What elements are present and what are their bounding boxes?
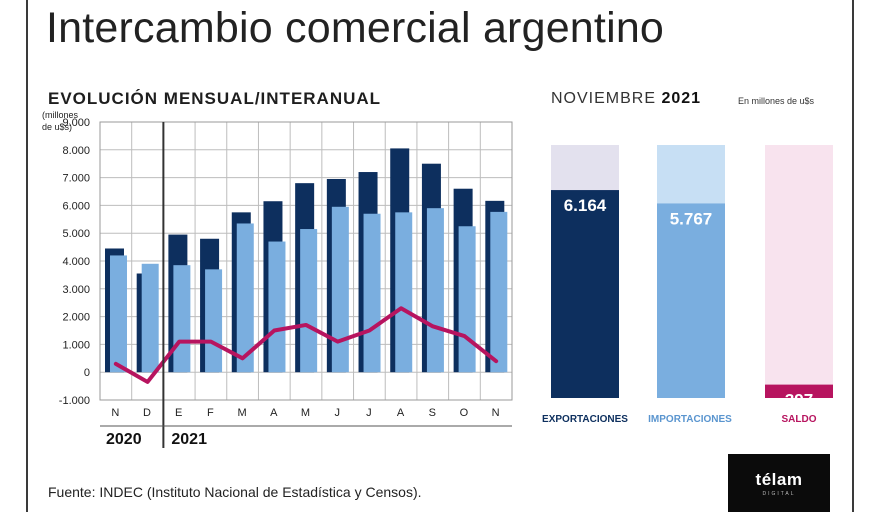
month-label: M (238, 407, 248, 419)
november-title-month: NOVIEMBRE (551, 90, 657, 107)
import-bar (173, 265, 191, 373)
month-label: A (397, 407, 405, 419)
import-bar (458, 226, 476, 373)
y-tick-label: 8.000 (62, 145, 90, 157)
frame-left-border (26, 0, 28, 512)
import-bar (236, 223, 254, 373)
month-label: M (301, 407, 311, 419)
november-category-label: SALDO (782, 414, 817, 425)
month-label: A (270, 407, 278, 419)
balance-line (113, 306, 499, 384)
logo-wordmark: télam (755, 469, 803, 489)
november-bar (765, 384, 833, 398)
year-label-2021: 2021 (171, 431, 207, 448)
november-value-label: 5.767 (670, 209, 713, 228)
month-label: D (143, 407, 152, 419)
import-bar (110, 255, 127, 373)
import-bar (363, 213, 381, 373)
november-value-label: 6.164 (564, 196, 607, 215)
november-unit-label: En millones de u$s (738, 96, 815, 106)
y-axis-unit-line2: de u$s) (42, 122, 72, 132)
main-title: Intercambio comercial argentino (46, 4, 665, 52)
november-category-label: EXPORTACIONES (542, 414, 628, 425)
november-bar-background (765, 145, 833, 398)
import-bar (205, 269, 223, 373)
import-bar (395, 212, 413, 373)
y-tick-label: 7.000 (62, 173, 90, 185)
y-tick-label: -1.000 (59, 395, 90, 407)
import-bar (268, 241, 286, 373)
y-tick-label: 4.000 (62, 256, 90, 268)
november-value-label: 397 (785, 391, 813, 410)
import-bar (490, 211, 508, 373)
year-label-2020: 2020 (106, 431, 142, 448)
november-chart-title: NOVIEMBRE 2021 (551, 90, 701, 108)
month-label: N (492, 407, 501, 419)
y-tick-label: 3.000 (62, 284, 90, 296)
november-category-label: IMPORTACIONES (648, 414, 732, 425)
import-bar (141, 263, 159, 373)
month-label: N (111, 407, 120, 419)
y-axis-unit-line1: (millones (42, 110, 79, 120)
y-tick-label: 0 (84, 367, 90, 379)
month-label: E (175, 407, 183, 419)
november-bar (657, 203, 725, 398)
month-label: S (429, 407, 437, 419)
source-note: Fuente: INDEC (Instituto Nacional de Est… (48, 484, 422, 500)
month-label: F (207, 407, 215, 419)
november-title-year: 2021 (661, 90, 702, 107)
frame-right-border (852, 0, 854, 512)
november-bar (551, 190, 619, 398)
import-bar (331, 206, 349, 373)
month-label: J (366, 407, 373, 419)
y-tick-label: 1.000 (62, 339, 90, 351)
logo-subtitle: DIGITAL (762, 490, 796, 497)
y-tick-label: 6.000 (62, 200, 90, 212)
month-label: O (460, 407, 470, 419)
y-tick-label: 9.000 (62, 117, 90, 129)
import-bar (426, 208, 444, 373)
y-tick-label: 2.000 (62, 312, 90, 324)
plot-border (99, 121, 513, 401)
import-bar (300, 229, 318, 373)
y-tick-label: 5.000 (62, 228, 90, 240)
monthly-chart-title: EVOLUCIÓN MENSUAL/INTERANUAL (48, 89, 382, 108)
telam-logo: télam DIGITAL (728, 454, 830, 512)
month-label: J (334, 407, 341, 419)
